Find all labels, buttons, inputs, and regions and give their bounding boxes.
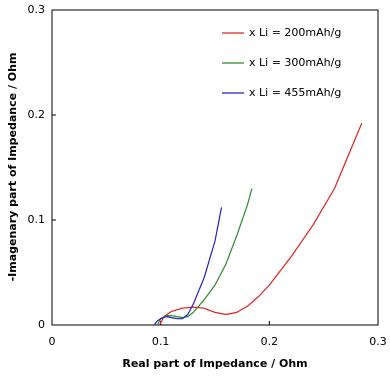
x-tick-label: 0.2 <box>261 335 279 348</box>
x-tick-label: 0.3 <box>369 335 387 348</box>
legend-label: x Li = 455mAh/g <box>249 86 341 99</box>
y-tick-label: 0 <box>38 318 45 331</box>
y-tick-label: 0.3 <box>28 3 46 16</box>
series-line <box>156 188 253 326</box>
y-tick-label: 0.2 <box>28 108 46 121</box>
series-line <box>159 123 363 326</box>
x-axis-label: Real part of Impedance / Ohm <box>122 357 307 370</box>
x-tick-label: 0.1 <box>152 335 170 348</box>
y-axis-label: -Imagenary part of Impedance / Ohm <box>6 53 19 282</box>
x-tick-label: 0 <box>49 335 56 348</box>
plot-frame <box>51 9 379 326</box>
y-tick-label: 0.1 <box>28 213 46 226</box>
series-line <box>153 207 223 326</box>
legend-label: x Li = 300mAh/g <box>249 56 341 69</box>
legend-label: x Li = 200mAh/g <box>249 26 341 39</box>
